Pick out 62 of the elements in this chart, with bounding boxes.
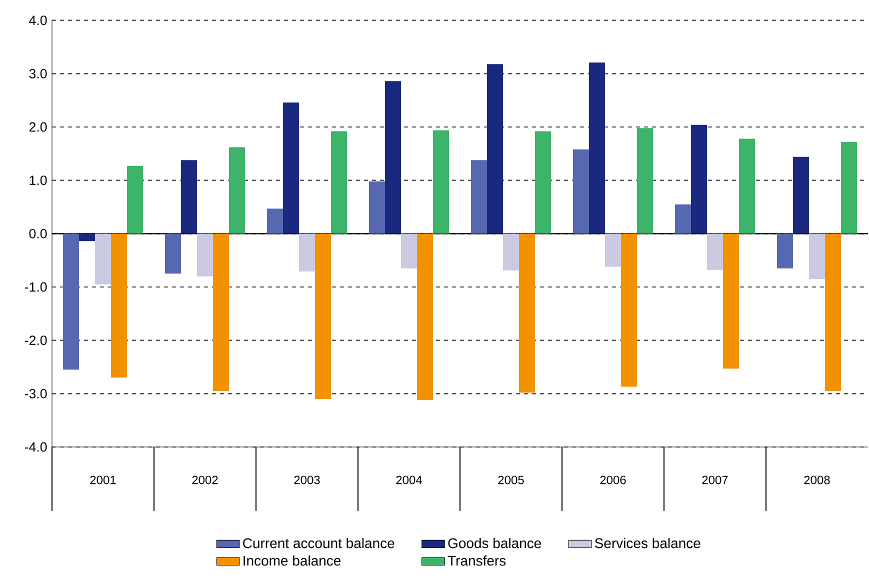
bar (621, 234, 637, 387)
bar (331, 131, 348, 234)
y-tick-label: -3.0 (24, 388, 47, 398)
bar (197, 234, 214, 276)
bar (417, 234, 433, 400)
bar (519, 234, 535, 393)
bar (776, 234, 793, 268)
x-tick-label: 2005 (498, 476, 524, 484)
bar (706, 234, 723, 270)
legend-label: Income balance (244, 555, 341, 566)
x-tick-label: 2006 (600, 476, 626, 484)
y-tick-label: 1.0 (30, 176, 47, 186)
bar (605, 234, 621, 267)
y-tick-label: -1.0 (24, 282, 47, 292)
x-tick-label: 2008 (804, 476, 830, 484)
bar (636, 128, 653, 234)
x-tick-label: 2003 (294, 476, 320, 484)
bar (165, 234, 181, 274)
bar (213, 234, 230, 391)
bar (267, 208, 283, 234)
x-tick-label: 2002 (192, 476, 218, 484)
bar (433, 130, 449, 234)
bar (315, 234, 331, 399)
bar (299, 234, 316, 272)
bar (589, 62, 605, 234)
bar (824, 234, 841, 391)
bar (369, 181, 386, 234)
bar (471, 160, 487, 234)
legend-label: Current account balance (243, 538, 394, 548)
bar (840, 142, 857, 234)
bar (738, 138, 755, 234)
bar (79, 234, 96, 242)
bar (723, 234, 739, 369)
bar (95, 234, 112, 284)
x-tick-label: 2004 (396, 476, 422, 484)
bar (229, 147, 246, 234)
bar (111, 234, 128, 378)
bar (181, 160, 198, 234)
bar (573, 149, 589, 234)
y-tick-label: 4.0 (29, 16, 47, 26)
x-tick-label: 2007 (702, 476, 728, 484)
bar (401, 234, 418, 268)
y-tick-label: -2.0 (24, 336, 47, 346)
x-tick-label: 2001 (90, 476, 116, 484)
bar (674, 204, 691, 234)
bar (63, 234, 80, 370)
y-tick-label: 0.0 (29, 228, 47, 238)
bar (808, 234, 825, 279)
y-tick-label: -4.0 (24, 442, 47, 452)
legend-label: Transfers (448, 555, 506, 566)
y-tick-label: 2.0 (29, 122, 47, 132)
bar (127, 166, 144, 234)
bar (691, 124, 707, 234)
legend-label: Goods balance (448, 538, 542, 548)
legend-label: Services balance (594, 538, 700, 548)
y-tick-label: 3.0 (29, 68, 47, 78)
bar (792, 156, 809, 234)
bar (385, 81, 401, 234)
bar (503, 234, 519, 270)
bar (487, 64, 503, 234)
bar (283, 102, 300, 234)
bar (535, 131, 551, 234)
